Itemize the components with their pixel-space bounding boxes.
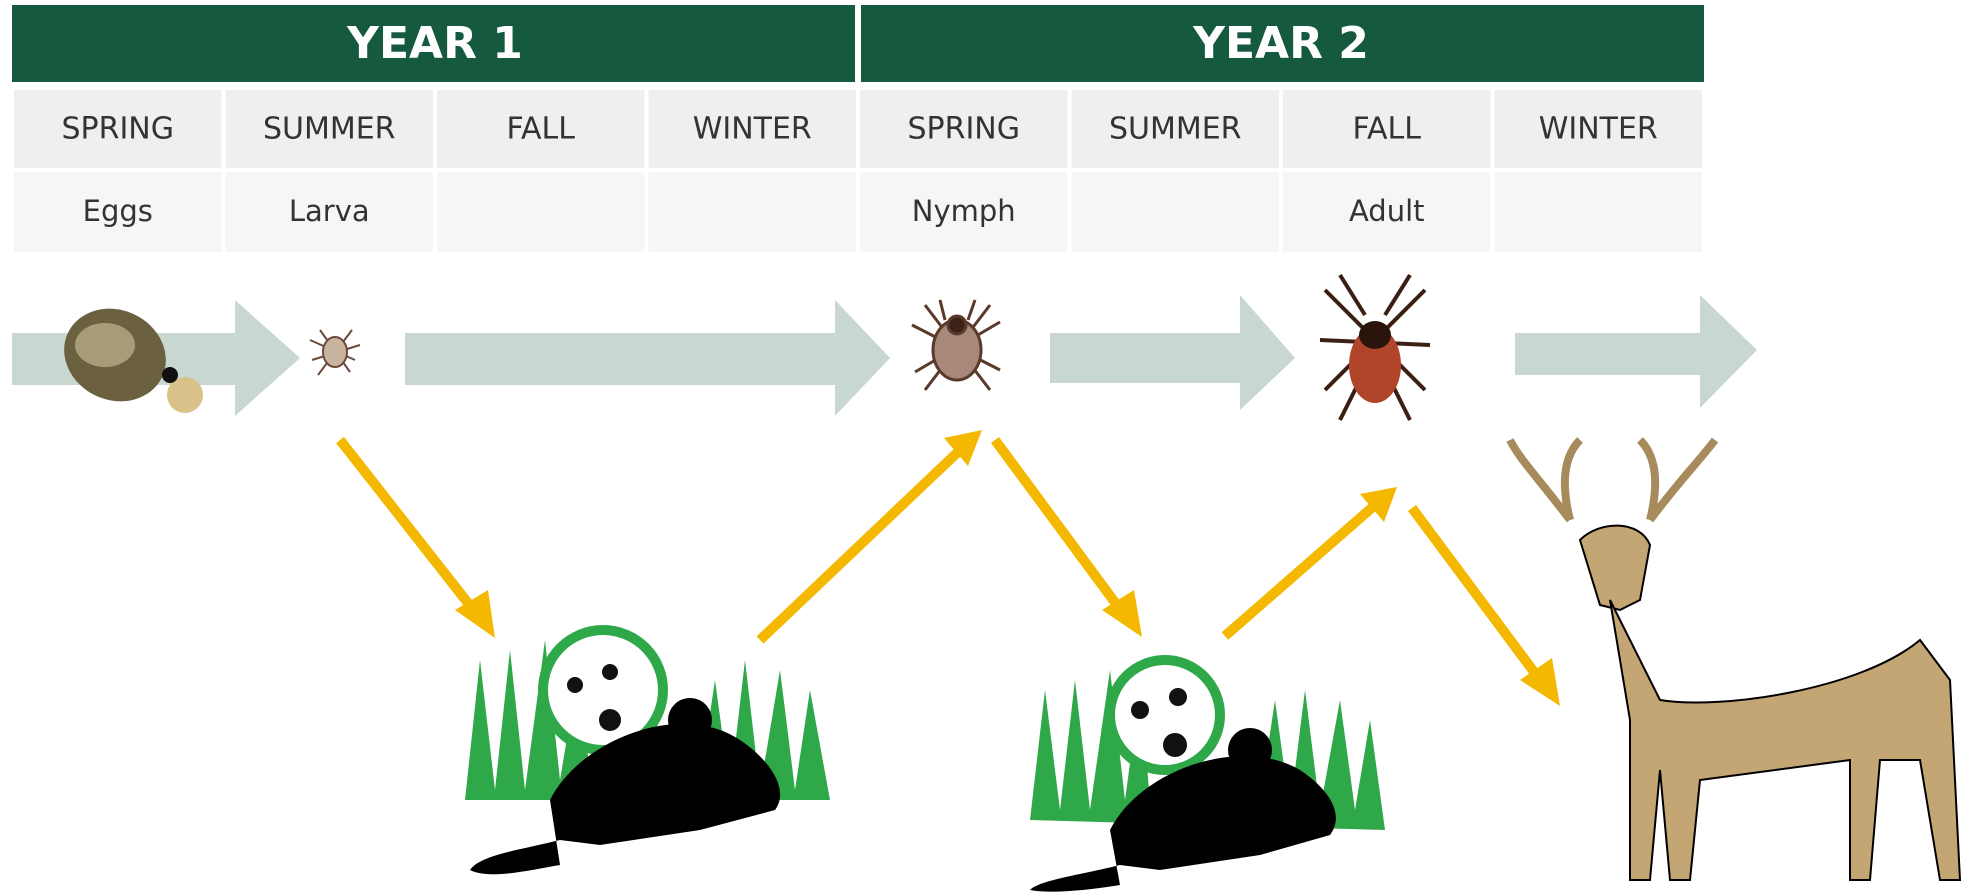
- season-label: SUMMER: [263, 112, 396, 147]
- stage-label: Eggs: [83, 194, 153, 228]
- stage-label: Nymph: [912, 194, 1016, 228]
- life-cycle-diagram: YEAR 1 SPRING Eggs SUMMER Larva FALL WINTER YEA…: [0, 0, 1969, 894]
- stage-label: Larva: [289, 194, 370, 228]
- stage-cell: [1495, 172, 1703, 252]
- host-arrow: [1225, 505, 1375, 636]
- host-arrows: [340, 430, 1560, 706]
- season-label: FALL: [1353, 112, 1422, 147]
- season-table: YEAR 1 SPRING Eggs SUMMER Larva FALL WINTER YEA…: [12, 5, 1704, 252]
- year-label: YEAR 1: [346, 18, 523, 69]
- mouse-larva-host: [465, 630, 830, 874]
- deer-adult-host: [1510, 440, 1960, 880]
- timeline-arrow: [1050, 295, 1295, 410]
- mouse-nymph-host: [1030, 660, 1385, 892]
- season-label: SPRING: [61, 112, 174, 147]
- stage-cell: [437, 172, 645, 252]
- host-arrow: [760, 450, 960, 640]
- tick-nymph: [912, 300, 1000, 390]
- host-arrow: [1412, 508, 1540, 680]
- timeline-arrows: [12, 295, 1757, 416]
- season-label: SPRING: [907, 112, 1020, 147]
- host-arrow: [340, 440, 475, 612]
- season-label: SUMMER: [1109, 112, 1242, 147]
- season-label: WINTER: [693, 112, 812, 147]
- host-arrow: [995, 440, 1122, 612]
- tick-adult: [1320, 275, 1430, 420]
- timeline-arrow: [1515, 295, 1757, 408]
- season-label: WINTER: [1539, 112, 1658, 147]
- tick-larva: [310, 330, 360, 375]
- stage-cell: [649, 172, 857, 252]
- stage-label: Adult: [1349, 194, 1425, 228]
- timeline-arrow: [405, 300, 890, 416]
- year-label: YEAR 2: [1192, 18, 1369, 69]
- season-label: FALL: [507, 112, 576, 147]
- stage-cell: [1072, 172, 1280, 252]
